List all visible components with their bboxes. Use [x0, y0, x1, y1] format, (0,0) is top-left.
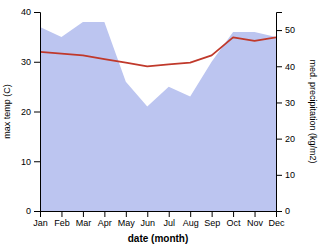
- tick-mark: [169, 211, 170, 217]
- tick-mark: [276, 30, 282, 31]
- tick-mark: [276, 139, 282, 140]
- tick: 40: [276, 62, 295, 72]
- y2-axis: 0 10 20 30 40 50: [276, 13, 295, 217]
- tick-label: Nov: [247, 218, 264, 228]
- tick-mark: [276, 102, 282, 103]
- tick: Sep: [204, 211, 220, 228]
- y-axis-title: max temp (C): [2, 84, 12, 139]
- tick: 50: [276, 25, 295, 35]
- tick: Oct: [227, 211, 242, 228]
- tick-mark: [104, 211, 105, 217]
- tick-label: Sep: [204, 218, 220, 228]
- tick: Apr: [98, 211, 112, 228]
- tick-mark: [276, 175, 282, 176]
- tick: Dec: [268, 211, 285, 228]
- tick-label: 10: [21, 157, 31, 167]
- tick-label: May: [118, 218, 136, 228]
- tick-mark: [34, 112, 40, 113]
- tick: Jul: [163, 211, 175, 228]
- tick-label: 20: [285, 134, 295, 144]
- tick-mark: [233, 211, 234, 217]
- tick-label: Apr: [98, 218, 112, 228]
- tick: 0: [26, 206, 40, 216]
- tick-mark: [34, 12, 40, 13]
- tick-label: Oct: [227, 218, 242, 228]
- axis-line: [277, 13, 283, 212]
- tick-mark: [61, 211, 62, 217]
- tick-mark: [147, 211, 148, 217]
- tick-label: Jun: [141, 218, 156, 228]
- x-axis: Jan Feb Mar Apr May Jun Jul Aug Sep Oct Nov Dec: [33, 211, 285, 228]
- tick-label: Jul: [163, 218, 175, 228]
- tick-mark: [34, 161, 40, 162]
- tick-mark: [126, 211, 127, 217]
- tick-label: Jan: [33, 218, 48, 228]
- tick-mark: [190, 211, 191, 217]
- tick-label: 30: [285, 98, 295, 108]
- tick-mark: [34, 211, 40, 212]
- plot: JanFebMarAprMayJunJulAugSepOctNovDec0102…: [2, 7, 318, 244]
- tick-label: 40: [21, 7, 31, 17]
- tick-label: 40: [285, 62, 295, 72]
- line: [40, 37, 276, 66]
- tick: Feb: [54, 211, 70, 228]
- tick-label: Aug: [183, 218, 199, 228]
- y-axis: 0 10 20 30 40: [21, 7, 41, 216]
- chart: JanFebMarAprMayJunJulAugSepOctNovDec0102…: [0, 0, 318, 247]
- tick: Nov: [247, 211, 264, 228]
- tick: 40: [21, 7, 40, 17]
- tick: 20: [276, 134, 295, 144]
- tick-label: Mar: [76, 218, 92, 228]
- tick: 30: [276, 98, 295, 108]
- tick: Mar: [76, 211, 92, 228]
- tick: Aug: [183, 211, 199, 228]
- tick-mark: [83, 211, 84, 217]
- tick: 10: [276, 170, 295, 180]
- tick: 30: [21, 57, 40, 67]
- tick-label: Dec: [268, 218, 285, 228]
- tick: Jun: [141, 211, 156, 228]
- tick-label: 20: [21, 107, 31, 117]
- tick-label: 10: [285, 170, 295, 180]
- tick-mark: [276, 66, 282, 67]
- tick-label: 0: [26, 206, 31, 216]
- y2-axis-title: med. precipitation (kg/m2): [308, 59, 318, 163]
- tick-label: 30: [21, 57, 31, 67]
- x-axis-title: date (month): [128, 233, 189, 244]
- tick-label: Feb: [54, 218, 70, 228]
- axis-line: [41, 212, 277, 218]
- tick: 20: [21, 107, 40, 117]
- tick: 10: [21, 157, 40, 167]
- axis-line: [34, 13, 41, 212]
- tick: 0: [276, 206, 290, 216]
- tick-mark: [34, 62, 40, 63]
- area: [40, 22, 276, 211]
- marks: [40, 22, 276, 211]
- tick: Jan: [33, 211, 48, 228]
- tick-mark: [276, 211, 282, 212]
- tick-label: 50: [285, 25, 295, 35]
- tick: May: [118, 211, 136, 228]
- tick-mark: [255, 211, 256, 217]
- tick-label: 0: [285, 206, 290, 216]
- tick-mark: [212, 211, 213, 217]
